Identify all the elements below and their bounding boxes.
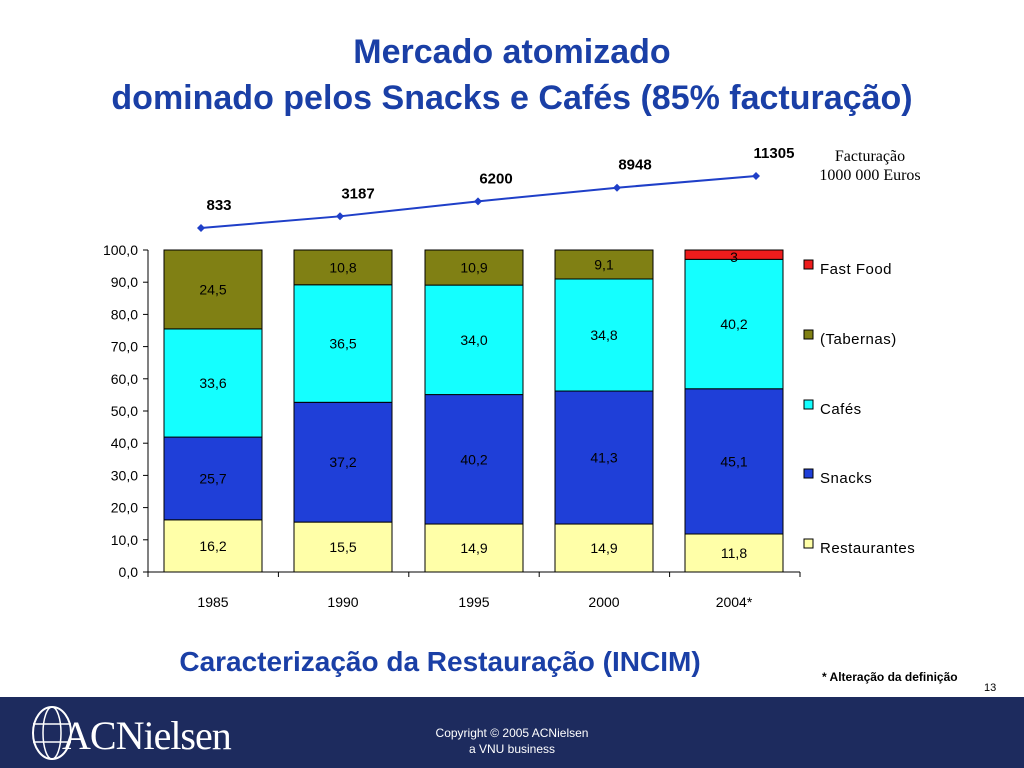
- y-tick-label: 50,0: [111, 403, 138, 419]
- data-label: 41,3: [590, 450, 617, 466]
- legend-label: (Tabernas): [820, 331, 897, 348]
- revenue-point: [613, 183, 621, 192]
- bar-segment: [424, 394, 524, 525]
- legend-swatch: [803, 329, 814, 340]
- unit-line1: Facturação: [834, 148, 906, 165]
- slide-title-line2: dominado pelos Snacks e Cafés (85% factu…: [111, 79, 913, 117]
- data-label: 40,2: [460, 451, 487, 467]
- data-label: 10,8: [329, 259, 356, 275]
- y-tick-label: 100,0: [103, 242, 138, 258]
- y-tick-label: 20,0: [111, 500, 138, 516]
- y-tick-label: 60,0: [111, 371, 138, 387]
- y-tick-label: 30,0: [111, 467, 138, 483]
- bar-segment: [554, 278, 654, 392]
- data-label: 45,1: [720, 453, 747, 469]
- legend-swatch: [803, 468, 814, 479]
- data-label: 11,8: [721, 545, 747, 561]
- page-number: 13: [984, 682, 997, 694]
- slide-title-line1: Mercado atomizado: [353, 33, 671, 71]
- data-label: 14,9: [460, 540, 487, 556]
- unit-line2: 1000 000 Euros: [819, 167, 921, 184]
- revenue-label: 11305: [754, 145, 795, 162]
- revenue-point: [197, 224, 205, 232]
- revenue-label: 6200: [479, 170, 512, 187]
- x-tick-label: 1985: [197, 594, 228, 610]
- bar-segment: [163, 328, 263, 438]
- data-label: 34,8: [590, 327, 617, 343]
- bar-segment: [424, 284, 524, 396]
- data-label: 25,7: [199, 470, 226, 486]
- bar-segment: [163, 249, 263, 330]
- y-tick-label: 10,0: [111, 532, 138, 548]
- y-tick-label: 0,0: [119, 564, 139, 580]
- data-label: 16,2: [199, 538, 226, 554]
- revenue-label: 833: [206, 197, 231, 214]
- data-label: 9,1: [594, 256, 614, 272]
- globe-logo-icon: [32, 706, 72, 760]
- bar-segment: [684, 388, 784, 535]
- legend-swatch: [803, 538, 814, 549]
- y-tick-label: 90,0: [111, 274, 138, 290]
- x-tick-label: 1990: [327, 594, 358, 610]
- x-tick-label: 1995: [458, 594, 489, 610]
- legend-swatch: [803, 399, 814, 410]
- legend-label: Restaurantes: [820, 540, 915, 557]
- x-tick-label: 2004*: [716, 594, 753, 610]
- bar-segment: [684, 249, 784, 260]
- bar-segment: [424, 523, 524, 573]
- stacked-bar-chart: 0,0 10,0 20,0 30,0 40,0 50,0 60,0 70,0 80,0 90,0 1…: [103, 145, 915, 610]
- bar-segment: [293, 284, 393, 403]
- x-tick-label: 2000: [588, 594, 619, 610]
- data-label: 24,5: [199, 281, 226, 297]
- bar-segment: [554, 249, 654, 280]
- copyright: Copyright © 2005 ACNielsen a VNU busines…: [380, 725, 644, 757]
- definition-note: * Alteração da definição: [822, 670, 958, 684]
- legend-label: Snacks: [820, 470, 872, 487]
- copyright-line2: a VNU business: [468, 742, 556, 756]
- y-tick-label: 70,0: [111, 339, 138, 355]
- revenue-point: [752, 172, 760, 180]
- bar-segment: [424, 249, 524, 286]
- data-label: 33,6: [199, 375, 226, 391]
- data-label: 40,2: [720, 316, 747, 332]
- revenue-unit-label: Facturação 1000 000 Euros: [790, 147, 950, 185]
- y-tick-label: 40,0: [111, 435, 138, 451]
- footer-bar: [0, 697, 1024, 768]
- bar-segment: [163, 436, 263, 521]
- revenue-point: [336, 212, 344, 221]
- y-tick-label: 80,0: [111, 306, 138, 322]
- revenue-point: [474, 197, 482, 206]
- chart-subtitle: Caracterização da Restauração (INCIM): [179, 646, 701, 677]
- data-label: 36,5: [329, 336, 356, 352]
- bar-segment: [684, 258, 784, 390]
- data-label: 14,9: [590, 540, 617, 556]
- data-label: 34,0: [460, 332, 487, 348]
- data-label: 10,9: [460, 260, 487, 276]
- bar-segment: [554, 390, 654, 525]
- copyright-line1: Copyright © 2005 ACNielsen: [435, 726, 589, 740]
- company-logo: ACNielsen: [62, 713, 232, 758]
- bar-segment: [293, 249, 393, 286]
- legend-label: Fast Food: [820, 261, 892, 278]
- data-label: 15,5: [329, 539, 356, 555]
- revenue-label: 3187: [341, 185, 374, 202]
- revenue-label: 8948: [618, 157, 651, 174]
- data-label: 3: [730, 249, 738, 265]
- legend-swatch: [803, 259, 814, 270]
- legend-label: Cafés: [820, 401, 862, 418]
- bar-segment: [554, 523, 654, 573]
- data-label: 37,2: [329, 454, 356, 470]
- bar-segment: [293, 521, 393, 573]
